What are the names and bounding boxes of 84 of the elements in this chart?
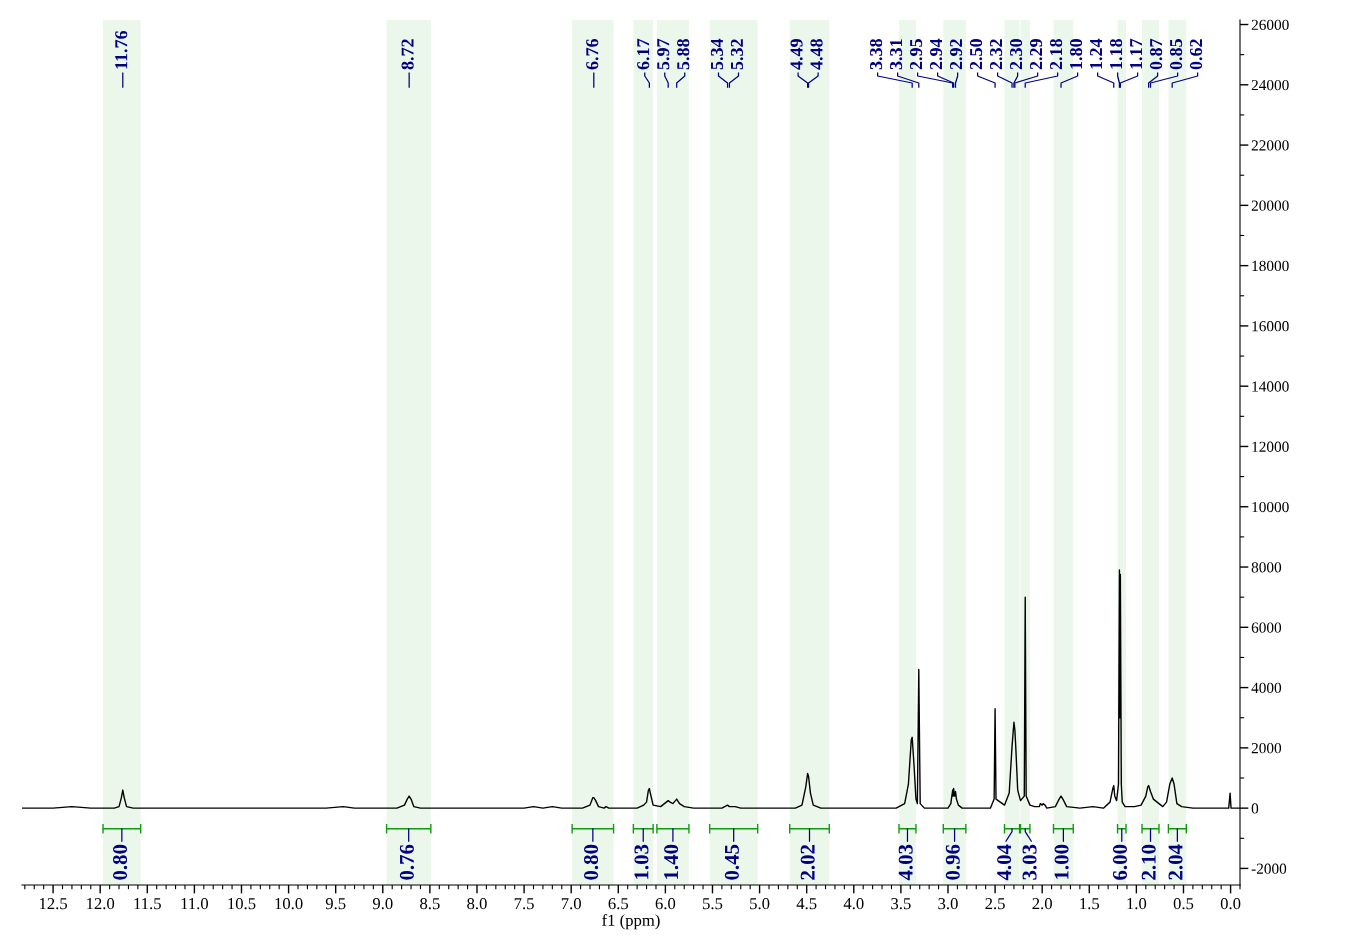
- annotation: 5.34: [710, 38, 724, 70]
- y-tick-label: 8000: [1251, 562, 1282, 573]
- x-tick-label: 2.5: [985, 898, 1005, 910]
- x-tick-label: 3.0: [938, 897, 958, 910]
- annotation: 0.85: [1169, 39, 1183, 70]
- x-tick-label: 0.0: [1220, 897, 1241, 910]
- y-tick-label: 20000: [1251, 200, 1289, 211]
- x-tick-label: 5.5: [703, 898, 723, 910]
- y-tick-label: 10000: [1252, 501, 1289, 513]
- x-tick-label: 2.0: [1032, 897, 1052, 910]
- y-tick-label: 6000: [1251, 622, 1282, 633]
- band-label: 2.02: [800, 844, 815, 880]
- annotation: 6.76: [586, 38, 599, 70]
- y-tick-label: 4000: [1251, 682, 1282, 694]
- band-label: 6.00: [1112, 844, 1128, 880]
- annotation: 11.76: [115, 30, 128, 69]
- band-label: 3.03: [1022, 844, 1037, 880]
- band-label: 0.80: [113, 844, 128, 880]
- x-tick-label: 10.0: [275, 897, 303, 910]
- annotation: 0.87: [1149, 38, 1163, 70]
- y-tick-label: -2000: [1251, 863, 1287, 874]
- annotation: 8.72: [401, 39, 414, 70]
- annotation: 2.18: [1049, 39, 1063, 70]
- annotation: 2.29: [1030, 39, 1043, 70]
- annotation: 2.50: [969, 39, 983, 70]
- x-tick-label: 7.0: [561, 897, 581, 910]
- x-tick-label: 6.0: [655, 897, 676, 910]
- annotation: 4.48: [810, 39, 823, 70]
- x-tick-label: 8.5: [420, 897, 440, 910]
- x-tick-label: 10.5: [228, 897, 256, 910]
- x-tick-label: 8.0: [467, 897, 487, 910]
- y-tick-label: 26000: [1251, 19, 1289, 30]
- band-label: 0.96: [945, 844, 960, 880]
- annotation: 1.24: [1090, 38, 1103, 69]
- annotation: 2.30: [1009, 39, 1023, 70]
- x-tick-label: 6.5: [608, 898, 629, 910]
- annotation: 2.95: [910, 39, 923, 70]
- annotation: 3.38: [869, 39, 883, 70]
- band-label: 1.00: [1054, 844, 1069, 879]
- x-tick-label: 12.5: [39, 898, 68, 910]
- band-label: 2.04: [1168, 844, 1183, 880]
- x-tick-label: 3.5: [891, 898, 911, 910]
- y-tick-label: 18000: [1252, 260, 1289, 272]
- annotation: 5.88: [677, 39, 690, 70]
- x-tick-label: 5.0: [750, 897, 770, 910]
- band-label: 1.03: [634, 844, 649, 879]
- y-tick-label: 12000: [1252, 441, 1289, 452]
- band-label: 0.80: [584, 844, 599, 880]
- y-tick-label: 16000: [1252, 321, 1289, 332]
- band-label: 0.45: [724, 844, 739, 880]
- x-tick-label: 0.5: [1173, 897, 1194, 910]
- x-tick-label: 9.0: [372, 897, 393, 910]
- annotation: 1.17: [1130, 38, 1143, 69]
- x-tick-label: 7.5: [514, 898, 534, 910]
- annotation: 0.62: [1189, 39, 1203, 70]
- annotation: 2.94: [930, 38, 943, 70]
- band-label: 0.76: [399, 844, 414, 880]
- x-tick-label: 4.0: [843, 897, 864, 910]
- annotation: 1.18: [1109, 39, 1123, 69]
- band-label: 1.40: [664, 844, 679, 879]
- x-tick-label: 11.0: [181, 897, 209, 910]
- y-tick-label: 2000: [1251, 743, 1282, 754]
- annotation: 4.49: [790, 39, 803, 70]
- y-tick-label: 14000: [1252, 381, 1289, 392]
- x-tick-label: 12.0: [87, 897, 115, 910]
- annotation: 2.32: [990, 39, 1003, 70]
- band-label: 4.04: [997, 844, 1012, 881]
- x-tick-label: 4.5: [796, 898, 817, 910]
- y-tick-label: 22000: [1251, 140, 1289, 151]
- annotation: 6.17: [637, 38, 650, 70]
- x-tick-label: 1.5: [1080, 898, 1100, 910]
- band-label: 4.03: [898, 844, 913, 881]
- annotation: 1.80: [1069, 39, 1083, 69]
- y-tick-label: 0: [1251, 803, 1259, 814]
- x-tick-label: 1.0: [1127, 897, 1147, 910]
- annotation: 2.92: [950, 39, 963, 70]
- x-axis-title: f1 (ppm): [602, 914, 660, 930]
- annotation: 3.31: [890, 39, 903, 70]
- annotation: 5.97: [657, 38, 670, 70]
- x-tick-label: 11.5: [134, 898, 161, 910]
- y-tick-label: 24000: [1251, 79, 1289, 91]
- band-label: 2.10: [1141, 844, 1156, 880]
- annotation: 5.32: [730, 39, 744, 70]
- x-tick-label: 9.5: [325, 898, 346, 910]
